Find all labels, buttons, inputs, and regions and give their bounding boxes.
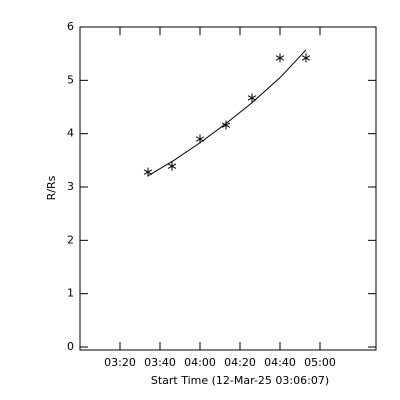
data-point xyxy=(143,167,153,177)
marker-stroke xyxy=(143,169,153,175)
y-tick-label: 3 xyxy=(67,180,74,193)
x-tick-label: 03:20 xyxy=(104,356,136,369)
marker-stroke xyxy=(195,136,205,142)
x-tick-label: 03:40 xyxy=(144,356,176,369)
marker-stroke xyxy=(301,55,311,61)
x-tick-label: 04:40 xyxy=(264,356,296,369)
x-tick-label: 04:20 xyxy=(224,356,256,369)
data-point xyxy=(195,134,205,144)
y-tick-label: 2 xyxy=(67,233,74,246)
marker-stroke xyxy=(247,95,257,101)
data-point xyxy=(301,53,311,63)
y-tick-label: 0 xyxy=(67,340,74,353)
data-point xyxy=(275,53,285,63)
y-tick-label: 4 xyxy=(67,127,74,140)
y-tick-label: 1 xyxy=(67,287,74,300)
fit-line xyxy=(147,49,307,177)
y-tick-label: 5 xyxy=(67,73,74,86)
plot-frame xyxy=(79,26,377,351)
data-point xyxy=(167,161,177,171)
marker-stroke xyxy=(275,55,285,61)
data-point xyxy=(247,93,257,103)
y-tick-label: 6 xyxy=(67,20,74,33)
x-axis-label: Start Time (12-Mar-25 03:06:07) xyxy=(151,374,329,387)
y-axis-label: R/Rs xyxy=(45,175,58,200)
marker-stroke xyxy=(221,122,231,128)
data-point xyxy=(221,120,231,130)
marker-stroke xyxy=(167,163,177,169)
x-tick-label: 05:00 xyxy=(304,356,336,369)
x-tick-label: 04:00 xyxy=(184,356,216,369)
